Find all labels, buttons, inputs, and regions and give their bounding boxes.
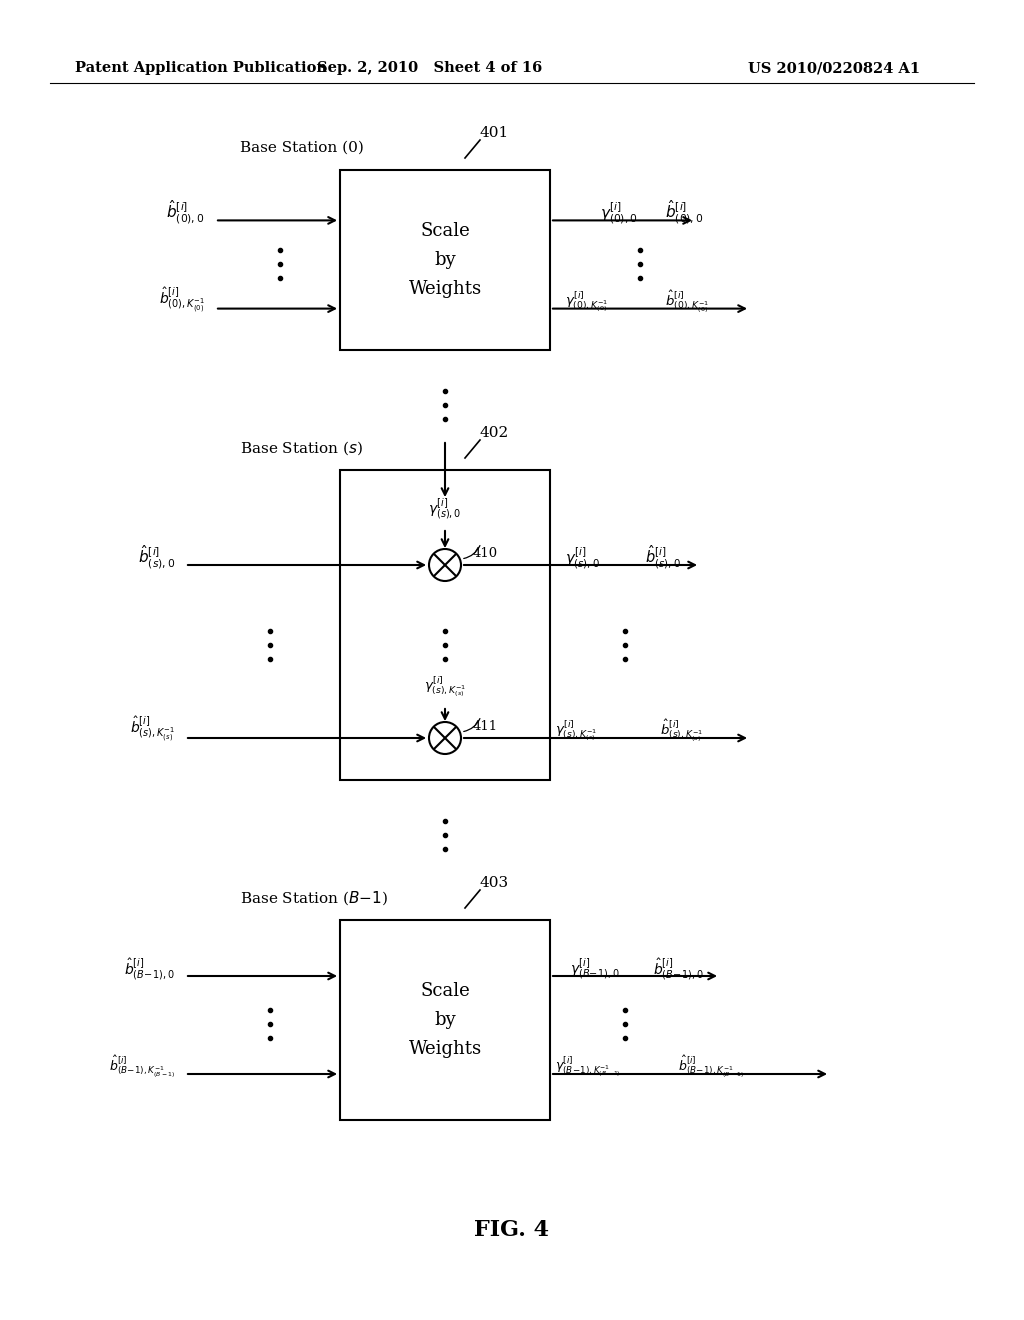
Text: $\hat{b}^{[i]}_{(s),0}$: $\hat{b}^{[i]}_{(s),0}$ — [137, 544, 175, 572]
Bar — [340, 470, 550, 780]
Text: Patent Application Publication: Patent Application Publication — [75, 61, 327, 75]
Text: $\gamma^{[i]}_{(0),0}$: $\gamma^{[i]}_{(0),0}$ — [600, 201, 638, 227]
Text: $\hat{b}^{[i]}_{(0),0}$: $\hat{b}^{[i]}_{(0),0}$ — [167, 199, 205, 227]
Text: 402: 402 — [480, 426, 509, 440]
Text: $\hat{b}^{[i]}_{(0),K_{(0)}^{-1}}$: $\hat{b}^{[i]}_{(0),K_{(0)}^{-1}}$ — [159, 285, 205, 314]
Text: $\hat{b}^{[i]}_{(0),K_{(0)}^{-1}}$: $\hat{b}^{[i]}_{(0),K_{(0)}^{-1}}$ — [665, 288, 709, 314]
Text: $\gamma^{[i]}_{(s),K_{(s)}^{-1}}$: $\gamma^{[i]}_{(s),K_{(s)}^{-1}}$ — [424, 675, 466, 700]
Text: 411: 411 — [473, 719, 498, 733]
Text: $\hat{b}^{[i]}_{(B\!-\!1),K_{(B-1)}^{-1}}$: $\hat{b}^{[i]}_{(B\!-\!1),K_{(B-1)}^{-1}… — [109, 1053, 175, 1080]
Text: Base Station ($B$$-1$): Base Station ($B$$-1$) — [240, 890, 388, 907]
Text: Sep. 2, 2010   Sheet 4 of 16: Sep. 2, 2010 Sheet 4 of 16 — [317, 61, 543, 75]
Text: $\hat{b}^{[i]}_{(B\!-\!1),0}$: $\hat{b}^{[i]}_{(B\!-\!1),0}$ — [653, 956, 703, 982]
Text: Base Station (0): Base Station (0) — [240, 141, 364, 154]
Text: $\gamma^{[i]}_{(s),0}$: $\gamma^{[i]}_{(s),0}$ — [428, 496, 462, 521]
Text: 403: 403 — [480, 876, 509, 890]
Text: FIG. 4: FIG. 4 — [474, 1218, 550, 1241]
Text: $\hat{b}^{[i]}_{(B\!-\!1),0}$: $\hat{b}^{[i]}_{(B\!-\!1),0}$ — [124, 956, 175, 982]
Text: US 2010/0220824 A1: US 2010/0220824 A1 — [748, 61, 920, 75]
Text: Scale
by
Weights: Scale by Weights — [409, 982, 481, 1059]
Text: 410: 410 — [473, 546, 498, 560]
Text: $\hat{b}^{[i]}_{(s),K_{(s)}^{-1}}$: $\hat{b}^{[i]}_{(s),K_{(s)}^{-1}}$ — [660, 717, 703, 744]
Text: Base Station ($s$): Base Station ($s$) — [240, 440, 364, 457]
Text: Scale
by
Weights: Scale by Weights — [409, 222, 481, 298]
Text: $\hat{b}^{[i]}_{(0),0}$: $\hat{b}^{[i]}_{(0),0}$ — [665, 199, 703, 227]
Text: $\gamma^{[i]}_{(s),0}$: $\gamma^{[i]}_{(s),0}$ — [565, 545, 600, 572]
Text: 401: 401 — [480, 125, 509, 140]
Text: $\gamma^{[i]}_{(B\!-\!1),K_{(B-1)}^{-1}}$: $\gamma^{[i]}_{(B\!-\!1),K_{(B-1)}^{-1}}… — [555, 1055, 621, 1080]
Text: $\gamma^{[i]}_{(0),K_{(0)}^{-1}}$: $\gamma^{[i]}_{(0),K_{(0)}^{-1}}$ — [565, 289, 608, 314]
Bar — [340, 920, 550, 1119]
Bar — [340, 170, 550, 350]
Text: $\hat{b}^{[i]}_{(B\!-\!1),K_{(B-1)}^{-1}}$: $\hat{b}^{[i]}_{(B\!-\!1),K_{(B-1)}^{-1}… — [678, 1053, 744, 1080]
Text: $\gamma^{[i]}_{(s),K_{(s)}^{-1}}$: $\gamma^{[i]}_{(s),K_{(s)}^{-1}}$ — [555, 718, 597, 744]
Text: $\hat{b}^{[i]}_{(s),K_{(s)}^{-1}}$: $\hat{b}^{[i]}_{(s),K_{(s)}^{-1}}$ — [130, 714, 175, 744]
Text: $\hat{b}^{[i]}_{(s),0}$: $\hat{b}^{[i]}_{(s),0}$ — [645, 544, 681, 572]
Text: $\gamma^{[i]}_{(B\!-\!1),0}$: $\gamma^{[i]}_{(B\!-\!1),0}$ — [570, 957, 620, 982]
